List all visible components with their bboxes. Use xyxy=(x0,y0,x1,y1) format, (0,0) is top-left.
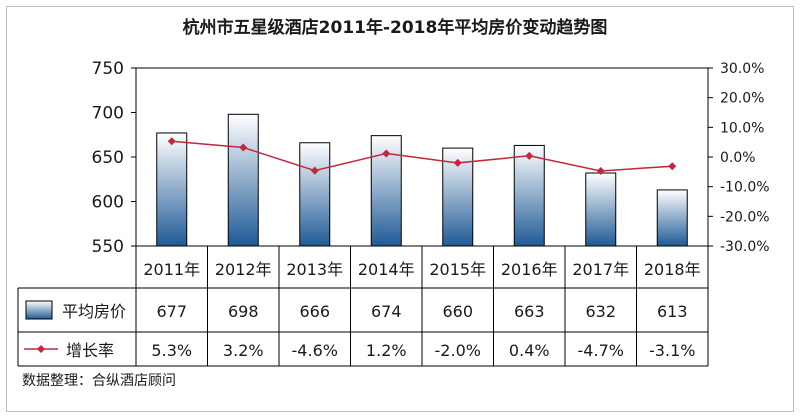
bar xyxy=(299,142,331,247)
left-tick-label: 750 xyxy=(92,59,124,79)
left-tick-label: 700 xyxy=(92,104,124,124)
line-data-label: 5.3% xyxy=(151,341,192,360)
line-point xyxy=(668,162,677,171)
x-tick-label: 2018年 xyxy=(644,260,701,279)
line-data-label: -3.1% xyxy=(649,341,695,360)
plot-border xyxy=(135,67,709,247)
bar xyxy=(156,132,188,247)
x-tick-label: 2016年 xyxy=(501,260,558,279)
x-tick-label: 2014年 xyxy=(358,260,415,279)
line-data-label: 3.2% xyxy=(223,341,264,360)
bar xyxy=(656,189,688,247)
left-tick-label: 550 xyxy=(92,237,124,257)
line-point xyxy=(239,143,248,152)
legend-line-label: 增长率 xyxy=(66,341,114,360)
line-series xyxy=(167,137,677,175)
x-tick-label: 2012年 xyxy=(215,260,272,279)
chart-title: 杭州市五星级酒店2011年-2018年平均房价变动趋势图 xyxy=(183,17,608,38)
line-data-label: -4.7% xyxy=(578,341,624,360)
line-point xyxy=(167,137,176,146)
plot-area xyxy=(135,67,709,247)
line-point xyxy=(596,166,605,175)
x-tick-label: 2015年 xyxy=(429,260,486,279)
bar xyxy=(227,113,259,247)
bar-data-label: 632 xyxy=(585,302,616,321)
line-point xyxy=(525,151,534,160)
right-tick-label: -30.0% xyxy=(720,239,770,255)
line-data-label: -2.0% xyxy=(435,341,481,360)
bar xyxy=(585,172,617,247)
right-tick-label: -10.0% xyxy=(720,180,770,196)
right-tick-label: 10.0% xyxy=(720,120,764,136)
bar-data-label: 674 xyxy=(371,302,402,321)
bar-data-label: 698 xyxy=(228,302,259,321)
legend-line-marker xyxy=(37,345,45,353)
right-tick-label: 20.0% xyxy=(720,91,764,107)
bar-data-label: 666 xyxy=(299,302,330,321)
left-axis: 750 700 650 600 550 xyxy=(92,59,136,257)
line-point xyxy=(453,158,462,167)
legend-bar-swatch xyxy=(25,300,53,320)
x-tick-label: 2011年 xyxy=(143,260,200,279)
line-point xyxy=(382,149,391,158)
right-tick-label: 30.0% xyxy=(720,61,764,77)
bar-data-label: 677 xyxy=(156,302,187,321)
bar-data-label: 663 xyxy=(514,302,545,321)
line-data-label: 1.2% xyxy=(366,341,407,360)
line-data-label: -4.6% xyxy=(292,341,338,360)
bar-series xyxy=(156,113,688,247)
left-tick-label: 650 xyxy=(92,148,124,168)
right-tick-label: 0.0% xyxy=(720,150,756,166)
bar xyxy=(513,144,545,247)
line-point xyxy=(310,166,319,175)
data-table: 2011年 2012年 2013年 2014年 2015年 2016年 2017年 2018年… xyxy=(17,246,709,367)
right-tick-label: -20.0% xyxy=(720,209,770,225)
legend-bar-label: 平均房价 xyxy=(62,302,126,321)
x-tick-label: 2017年 xyxy=(572,260,629,279)
right-axis: 30.0% 20.0% 10.0% 0.0% -10.0% -20.0% -30.0% xyxy=(708,61,770,255)
left-tick-label: 600 xyxy=(92,193,124,213)
line-data-label: 0.4% xyxy=(509,341,550,360)
x-tick-label: 2013年 xyxy=(286,260,343,279)
source-note: 数据整理：合纵酒店顾问 xyxy=(22,373,176,389)
growth-line xyxy=(171,140,673,172)
bar-data-label: 660 xyxy=(442,302,473,321)
bar-data-label: 613 xyxy=(657,302,688,321)
